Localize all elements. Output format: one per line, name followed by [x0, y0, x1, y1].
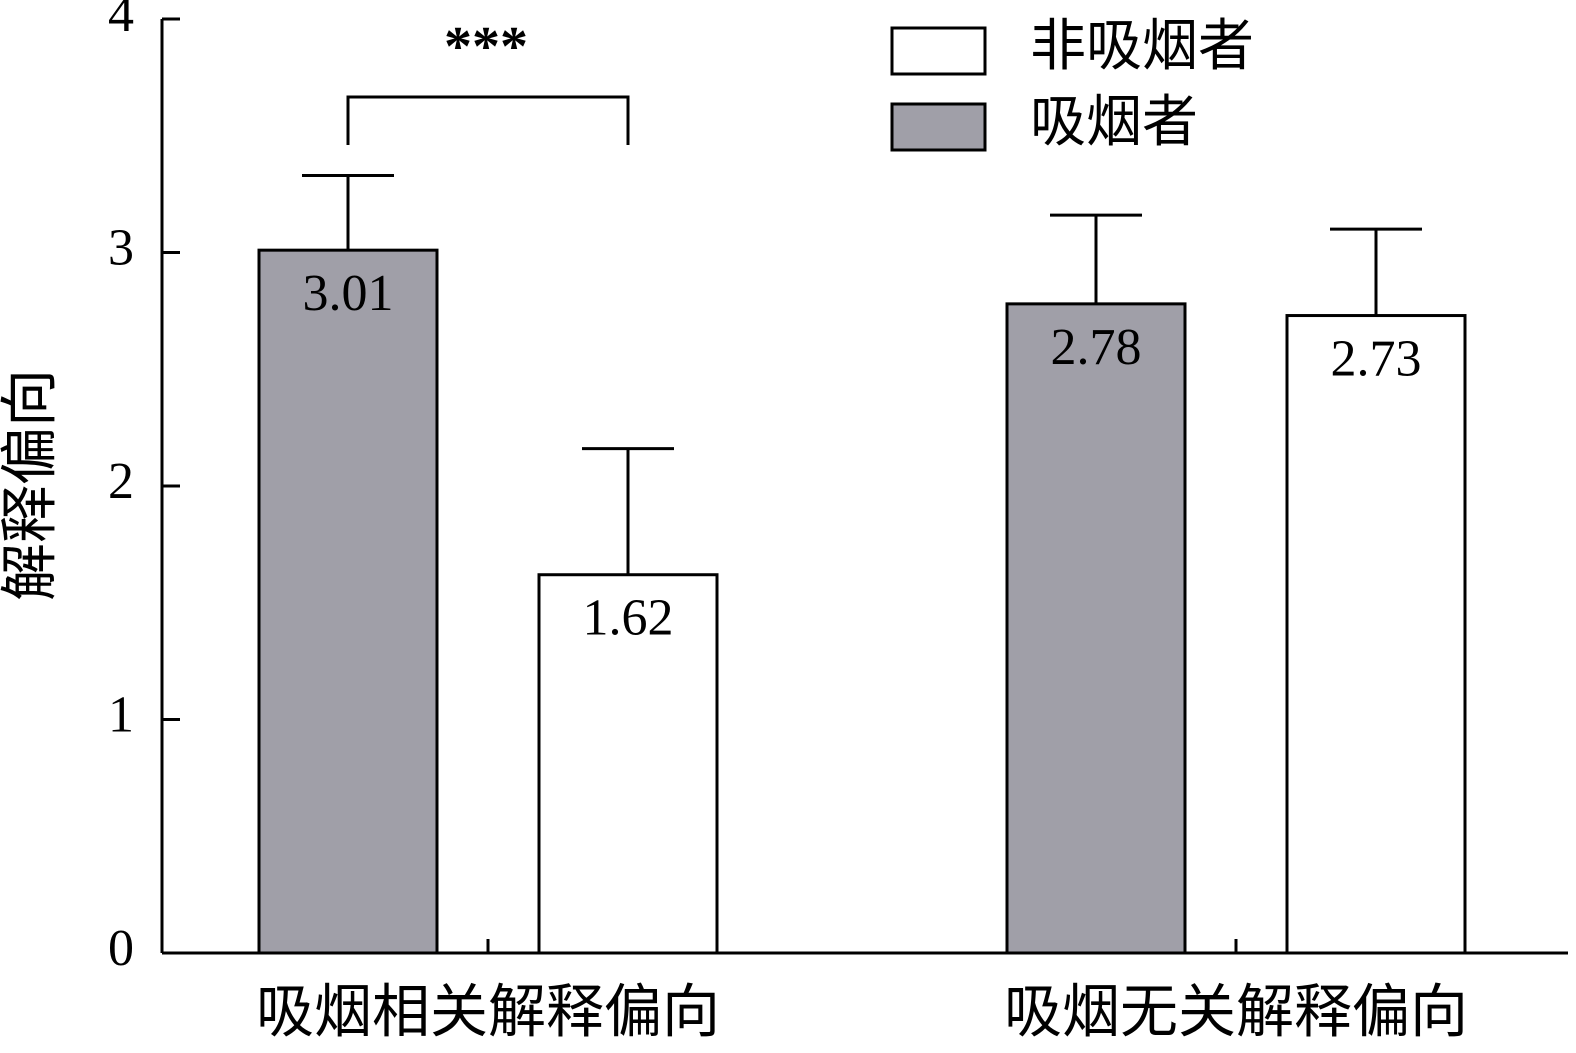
legend-swatch	[890, 26, 987, 76]
bar	[257, 248, 439, 955]
value-label: 3.01	[303, 265, 394, 322]
value-label: 1.62	[583, 590, 674, 647]
y-tick-label: 1	[108, 686, 134, 743]
legend-label: 非吸烟者	[1030, 16, 1254, 78]
y-tick-label: 0	[108, 920, 134, 977]
y-tick-label: 3	[108, 219, 134, 276]
legend-label: 吸烟者	[1030, 92, 1198, 154]
y-axis-label: 解释偏向	[0, 369, 62, 601]
significance-annotation: ***	[444, 16, 528, 78]
x-tick-label: 吸烟相关解释偏向	[256, 979, 720, 1044]
value-label: 2.73	[1331, 330, 1422, 387]
y-tick-label: 4	[108, 0, 134, 43]
bar	[1005, 302, 1187, 955]
significance-bracket	[346, 95, 630, 145]
bar	[1285, 314, 1467, 955]
value-label: 2.78	[1051, 319, 1142, 376]
legend-swatch	[890, 102, 987, 152]
bar	[537, 573, 719, 955]
y-tick-label: 2	[108, 453, 134, 510]
x-tick-label: 吸烟无关解释偏向	[1004, 979, 1468, 1044]
